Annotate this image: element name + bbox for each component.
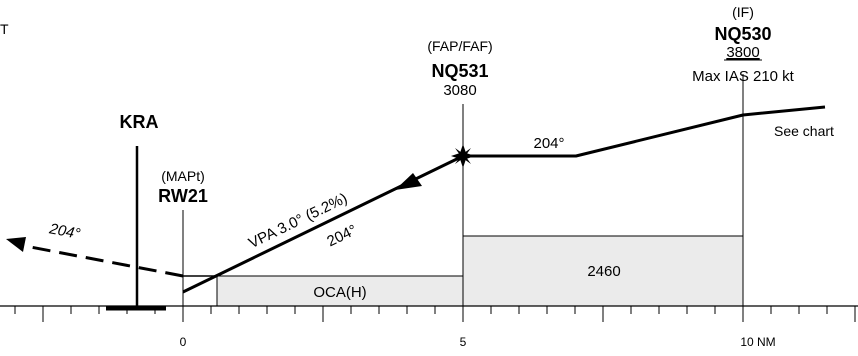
- oca-box: [216, 275, 464, 307]
- axis-label-5: 5: [460, 335, 467, 349]
- nq531-label: NQ531: [431, 61, 488, 81]
- rw21-role-label: (MAPt): [161, 168, 205, 184]
- axis-ticks: [14, 306, 856, 322]
- missed-approach-arrow-icon: [6, 237, 26, 252]
- nq530-speed-limit: Max IAS 210 kt: [692, 68, 795, 85]
- corner-text: T: [0, 21, 9, 37]
- intermediate-altitude-value: 2460: [587, 263, 620, 280]
- approach-path: [182, 105, 826, 294]
- axis-label-10nm: 10 NM: [740, 335, 775, 349]
- missed-approach-bearing-label: 204°: [47, 220, 82, 243]
- see-chart-label: See chart: [774, 123, 834, 139]
- nq531-altitude: 3080: [443, 82, 476, 99]
- nq530-label: NQ530: [714, 24, 771, 44]
- nq531-role-label: (FAP/FAF): [427, 38, 492, 54]
- faf-fix-symbol-icon: [451, 144, 475, 168]
- segment-bearing-label: 204°: [533, 135, 564, 152]
- nq530-altitude: 3800: [726, 44, 759, 61]
- oca-label: OCA(H): [313, 284, 366, 301]
- kra-label: KRA: [120, 112, 159, 132]
- rw21-label: RW21: [158, 186, 208, 206]
- nq530-role-label: (IF): [732, 4, 754, 20]
- missed-approach-path: [24, 244, 184, 278]
- axis-label-0: 0: [180, 335, 187, 349]
- final-bearing-label: 204°: [324, 222, 359, 251]
- descent-arrow-icon: [395, 173, 422, 190]
- intermediate-altitude-box: [462, 235, 744, 307]
